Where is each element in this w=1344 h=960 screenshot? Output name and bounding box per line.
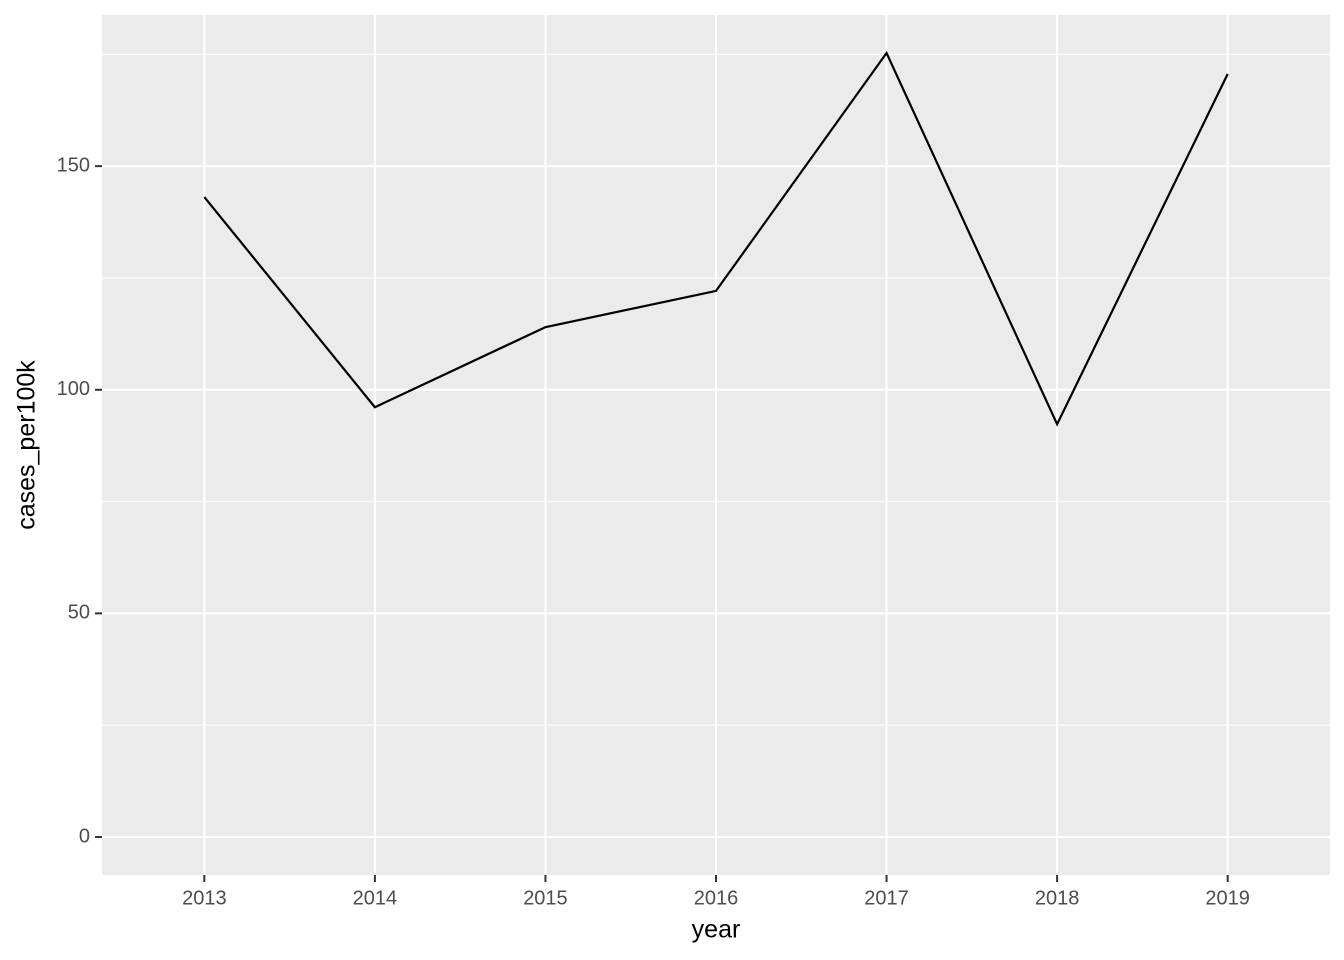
y-axis-title: cases_per100k: [13, 360, 41, 530]
x-tick-label: 2014: [353, 887, 398, 909]
data-line: [203, 50, 1229, 427]
x-tick-label: 2015: [523, 887, 568, 909]
y-tick-label: 0: [79, 825, 90, 847]
x-tick-label: 2017: [864, 887, 909, 909]
x-tick-label: 2013: [182, 887, 227, 909]
x-tick-label: 2018: [1035, 887, 1080, 909]
grid: [102, 15, 1330, 875]
x-tick-label: 2019: [1205, 887, 1250, 909]
y-tick-label: 150: [57, 154, 90, 176]
y-tick-label: 50: [68, 602, 90, 624]
plot: [203, 50, 1229, 427]
y-tick-label: 100: [57, 378, 90, 400]
x-axis-title: year: [692, 916, 741, 944]
x-tick-label: 2016: [694, 887, 739, 909]
